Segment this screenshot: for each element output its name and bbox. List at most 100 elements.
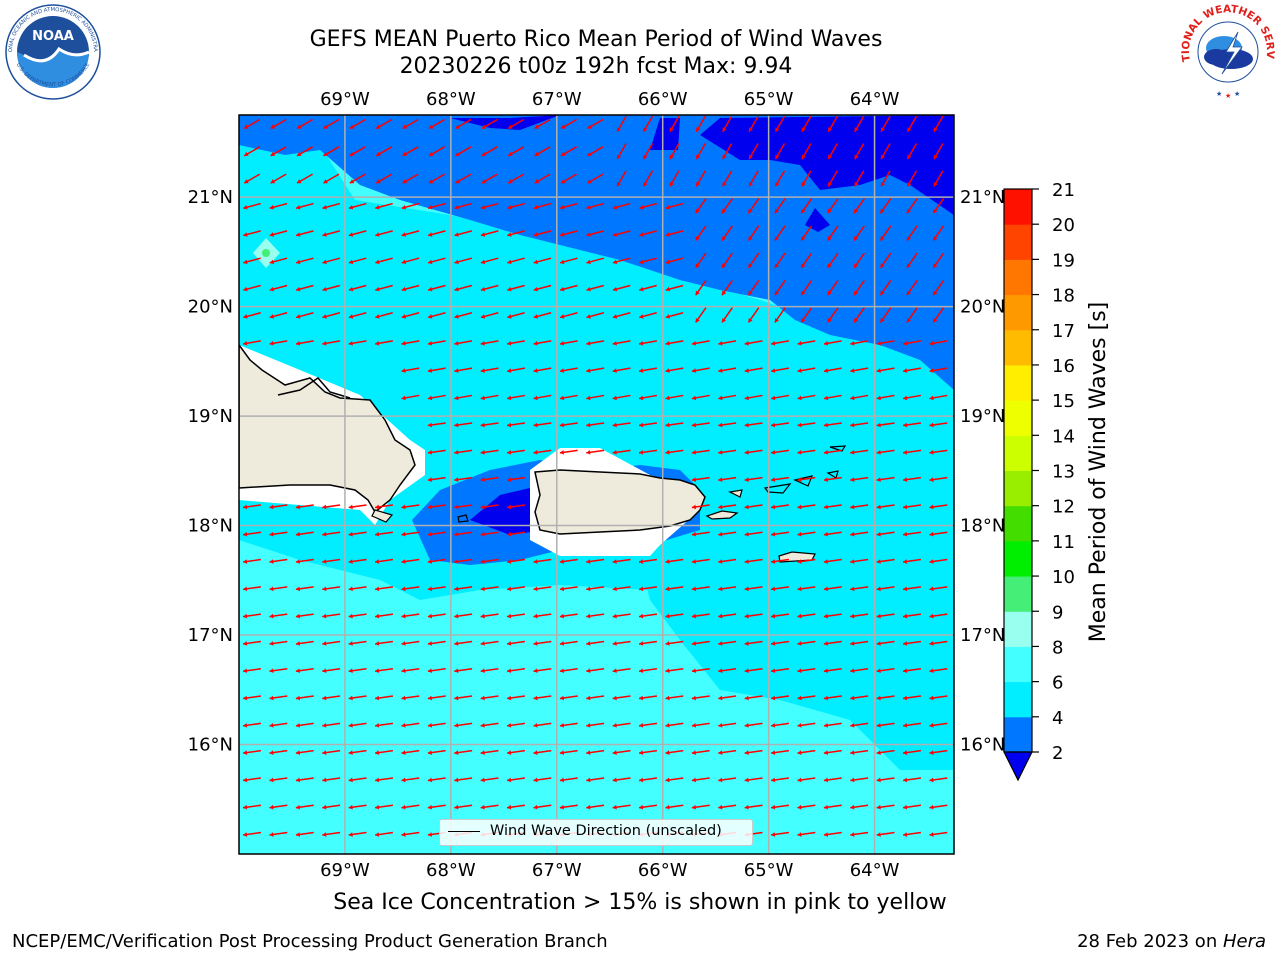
wind-wave-arrowhead [665,422,670,428]
wind-wave-arrowhead [480,586,485,592]
wind-wave-arrowhead [718,722,723,728]
wind-wave-arrowhead [691,668,697,674]
wind-wave-arrowhead [269,750,274,755]
wind-wave-arrowhead [507,204,512,210]
wind-wave-arrowhead [559,722,565,728]
noaa-logo: NOAA NATIONAL OCEANIC AND ATMOSPHERIC AD… [4,3,101,100]
tick-lat-left: 16°N [188,735,233,756]
wind-wave-arrowhead [613,859,617,864]
wind-wave-arrowhead [243,586,248,592]
wind-wave-arrowhead [427,477,433,482]
wind-wave-arrowhead [722,181,727,187]
wind-wave-arrowhead [639,559,644,564]
wind-wave-arrowhead [401,586,406,592]
wind-wave-arrowhead [269,832,274,837]
wind-wave-arrowhead [612,668,617,674]
wind-wave-arrowhead [561,179,566,184]
wind-wave-arrowhead [933,263,938,268]
wind-wave-arrowhead [454,314,459,319]
wind-wave-arrowhead [929,668,934,674]
wind-wave-arrowhead [480,559,485,564]
wind-wave-arrowhead [616,181,622,187]
wind-wave-arrowhead [691,422,697,428]
wind-wave-arrowhead [295,613,301,619]
contour-2-4-north [239,115,954,390]
wind-wave-arrowhead [375,259,380,265]
wind-wave-arrowhead [612,777,617,783]
wind-wave-arrowhead [774,317,779,323]
wind-wave-arrowhead [903,750,908,755]
wind-wave-arrowhead [639,340,644,346]
wind-wave-arrowhead [295,586,301,592]
wind-wave-arrowhead [480,641,485,646]
wind-wave-arrowhead [612,286,618,292]
nws-logo: NATIONAL WEATHER SERVICE ★ ★ ★ [1178,2,1276,100]
wind-wave-arrowhead [907,154,912,160]
wind-wave-arrowhead [401,668,406,674]
tick-lat-right: 19°N [960,406,1005,427]
wind-wave-arrowhead [586,204,591,210]
map-legend: Wind Wave Direction (unscaled) [439,819,753,846]
wind-wave-arrowhead [695,208,700,214]
wind-wave-arrowhead [559,641,565,646]
wind-wave-arrowhead [454,232,459,237]
wind-wave-arrowhead [854,127,859,132]
wind-wave-arrowhead [533,804,538,810]
wind-wave-arrowhead [771,695,776,701]
wind-wave-arrowhead [560,232,565,237]
wind-wave-arrowhead [348,777,353,783]
wind-wave-arrowhead [322,340,327,346]
wind-wave-arrowhead [797,804,802,810]
wind-wave-arrowhead [718,559,723,564]
wind-wave-arrowhead [854,236,859,241]
wind-wave-arrowhead [903,804,908,810]
wind-wave-arrowhead [722,154,727,160]
wind-wave-arrowhead [533,204,539,210]
wind-wave-arrowhead [376,151,381,156]
colorbar-segment [1004,611,1032,647]
wind-wave-arrowhead [797,531,802,537]
wind-wave-arrowhead [322,832,327,837]
wind-wave-arrow [269,860,287,863]
wind-wave-arrowhead [323,179,328,184]
wind-wave-arrowhead [534,124,540,129]
wind-wave-arrowhead [454,559,459,564]
wind-wave-arrowhead [427,804,433,810]
wind-wave-arrowhead [933,181,938,187]
wind-wave-arrowhead [691,368,697,373]
wind-wave-arrowhead [375,695,380,701]
wind-wave-arrowhead [612,722,617,728]
wind-wave-arrowhead [322,722,327,728]
wind-wave-arrowhead [639,314,644,319]
wind-wave-arrowhead [718,859,722,864]
wind-wave-arrowhead [665,340,670,346]
wind-wave-arrowhead [375,668,380,674]
wind-wave-arrowhead [903,340,908,346]
wind-wave-arrowhead [402,124,408,129]
wind-wave-arrowhead [850,477,855,482]
wind-wave-arrowhead [296,259,301,265]
wind-wave-arrowhead [348,504,353,510]
wind-wave-arrowhead [827,290,832,296]
wind-wave-arrowhead [612,314,618,319]
wind-wave-arrowhead [480,340,485,346]
wind-wave-arrowhead [587,179,592,184]
wind-wave-arrowhead [876,613,881,619]
wind-wave-arrowhead [801,181,806,187]
wind-wave-arrowhead [850,559,855,564]
wind-wave-arrowhead [429,179,434,184]
wind-wave-arrowhead [269,859,273,864]
wind-wave-arrowhead [691,449,697,455]
wind-wave-arrowhead [480,395,485,401]
colorbar-tick-label: 21 [1052,180,1075,201]
wind-wave-arrowhead [375,531,380,537]
wind-wave-arrowhead [481,179,487,184]
wind-wave-arrowhead [454,368,459,373]
wind-wave-arrowhead [903,449,908,455]
wind-wave-arrowhead [295,832,301,837]
wind-wave-arrowhead [718,641,723,646]
wind-wave-arrowhead [823,531,829,537]
wind-wave-arrowhead [401,695,406,701]
wind-wave-arrowhead [771,340,776,346]
wind-wave-arrowhead [348,340,353,346]
